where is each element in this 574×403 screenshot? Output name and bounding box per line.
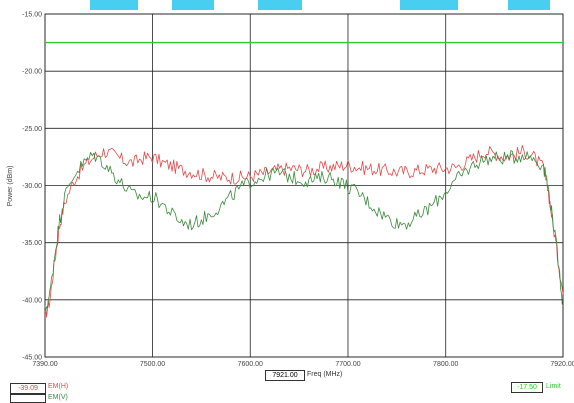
cursor-freq-text: 7921.00	[272, 372, 298, 379]
y-tick-label: -30.00	[22, 183, 42, 190]
x-tick-label: 7920.00	[550, 361, 574, 368]
limit-label-text: Limit	[546, 383, 561, 390]
x-tick-label: 7700.00	[335, 361, 360, 368]
y-tick-label: -35.00	[22, 240, 42, 247]
left-value-readout[interactable]: -39.09	[10, 383, 46, 394]
legend-em-v-label: EM(V)	[48, 394, 68, 401]
cursor-freq-readout[interactable]: 7921.00	[265, 370, 305, 381]
left-value-text: -39.09	[18, 385, 38, 392]
series-line-em-h-	[44, 145, 564, 318]
header-bar-1	[90, 0, 138, 10]
header-bar-4	[400, 0, 458, 10]
header-bar-2	[172, 0, 214, 10]
x-tick-label: 7800.00	[433, 361, 458, 368]
y-tick-label: -40.00	[22, 297, 42, 304]
legend-em-v: EM(V)	[48, 394, 68, 401]
y-tick-label: -25.00	[22, 126, 42, 133]
header-bar-3	[258, 0, 302, 10]
series-line-em-v-	[44, 150, 564, 311]
x-axis-label: Freq (MHz)	[307, 371, 342, 378]
legend-em-h: EM(H)	[48, 383, 68, 390]
limit-label: Limit	[546, 383, 561, 390]
y-tick-label: -15.00	[22, 12, 42, 19]
legend-em-v-swatch[interactable]	[10, 394, 46, 403]
limit-value-readout[interactable]: -17.50	[511, 382, 543, 393]
legend-em-h-label: EM(H)	[48, 383, 69, 390]
x-tick-label: 7600.00	[238, 361, 263, 368]
y-tick-label: -20.00	[22, 69, 42, 76]
limit-value-text: -17.50	[517, 384, 537, 391]
x-tick-label: 7500.00	[140, 361, 165, 368]
x-axis-label-text: Freq (MHz)	[307, 371, 343, 378]
y-axis-label: Power (dBm)	[7, 166, 14, 207]
x-tick-label: 7390.00	[32, 361, 57, 368]
header-bar-5	[508, 0, 550, 10]
y-tick-label: -45.00	[22, 355, 42, 362]
